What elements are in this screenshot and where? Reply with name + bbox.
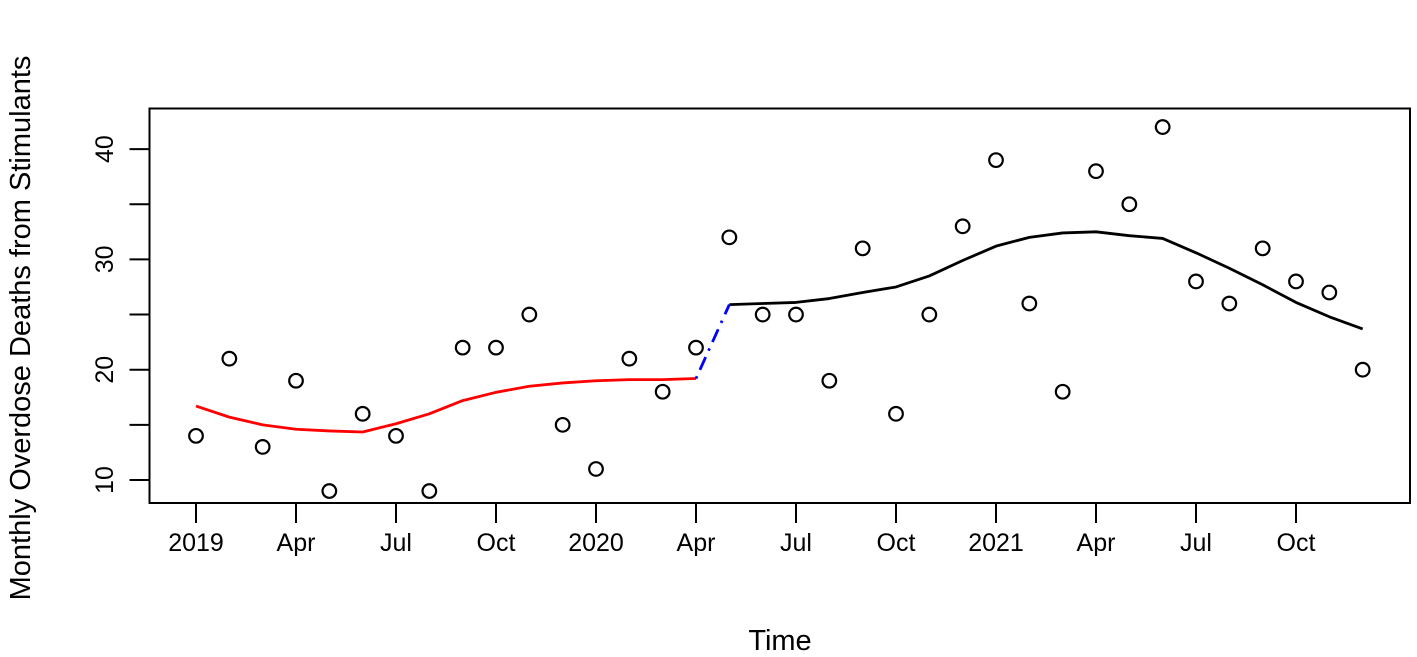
data-point <box>1021 295 1038 312</box>
x-tick-label: Jul <box>1180 529 1212 557</box>
data-point <box>854 240 871 257</box>
data-point <box>421 483 438 499</box>
data-point <box>754 306 771 323</box>
x-tick-label: Apr <box>1077 529 1116 557</box>
x-tick-label: Apr <box>677 529 716 557</box>
data-point <box>488 339 504 356</box>
x-tick-label: Jul <box>380 529 412 557</box>
smooth-fit-post-period-line <box>729 230 1364 331</box>
data-point <box>688 339 704 356</box>
data-point <box>388 427 404 444</box>
smooth-fit-pre-period-line <box>195 377 697 434</box>
level-shift-connector-line <box>694 304 731 380</box>
data-point <box>554 416 571 433</box>
data-point <box>1054 383 1071 400</box>
data-point <box>1288 273 1304 290</box>
data-point <box>1221 295 1238 312</box>
y-tick-label: 10 <box>91 466 119 494</box>
plot-area: 2019 Apr Jul Oct 2020 Apr Jul Oct 2021 Apr Jul Oct 1… <box>91 107 1411 557</box>
data-point <box>1254 240 1271 257</box>
data-point <box>254 439 271 455</box>
data-point <box>654 383 671 400</box>
data-point <box>988 152 1004 169</box>
y-tick-label: 20 <box>91 356 119 384</box>
x-tick-label: 2019 <box>168 529 224 557</box>
plot-border <box>148 107 1411 504</box>
data-point <box>354 405 371 422</box>
data-point <box>588 461 604 477</box>
data-point <box>1088 163 1104 180</box>
y-tick-label: 40 <box>91 135 119 163</box>
data-point <box>1354 361 1371 378</box>
x-tick-label: 2021 <box>968 529 1024 557</box>
data-point <box>888 405 904 422</box>
x-tick-label: Oct <box>477 529 516 557</box>
data-point <box>954 218 971 235</box>
data-point <box>821 372 838 389</box>
data-point <box>788 306 804 323</box>
data-point <box>188 427 204 444</box>
data-point <box>288 372 304 389</box>
y-tick-label: 30 <box>91 245 119 273</box>
data-point <box>621 350 638 367</box>
x-tick-label: Jul <box>780 529 812 557</box>
data-point <box>454 339 471 356</box>
x-tick-label: 2020 <box>568 529 624 557</box>
x-tick-label: Oct <box>877 529 916 557</box>
data-point <box>721 229 738 246</box>
data-point <box>221 350 238 367</box>
data-point <box>521 306 538 323</box>
data-point <box>1321 284 1338 301</box>
data-point <box>321 483 338 499</box>
x-tick-label: Apr <box>277 529 316 557</box>
x-axis-title: Time <box>748 625 811 657</box>
data-point <box>1154 119 1171 135</box>
y-axis-title: Monthly Overdose Deaths from Stimulants <box>5 56 37 601</box>
data-point <box>921 306 938 323</box>
x-tick-label: Oct <box>1277 529 1316 557</box>
data-point <box>1188 273 1204 290</box>
data-point <box>1121 196 1138 213</box>
